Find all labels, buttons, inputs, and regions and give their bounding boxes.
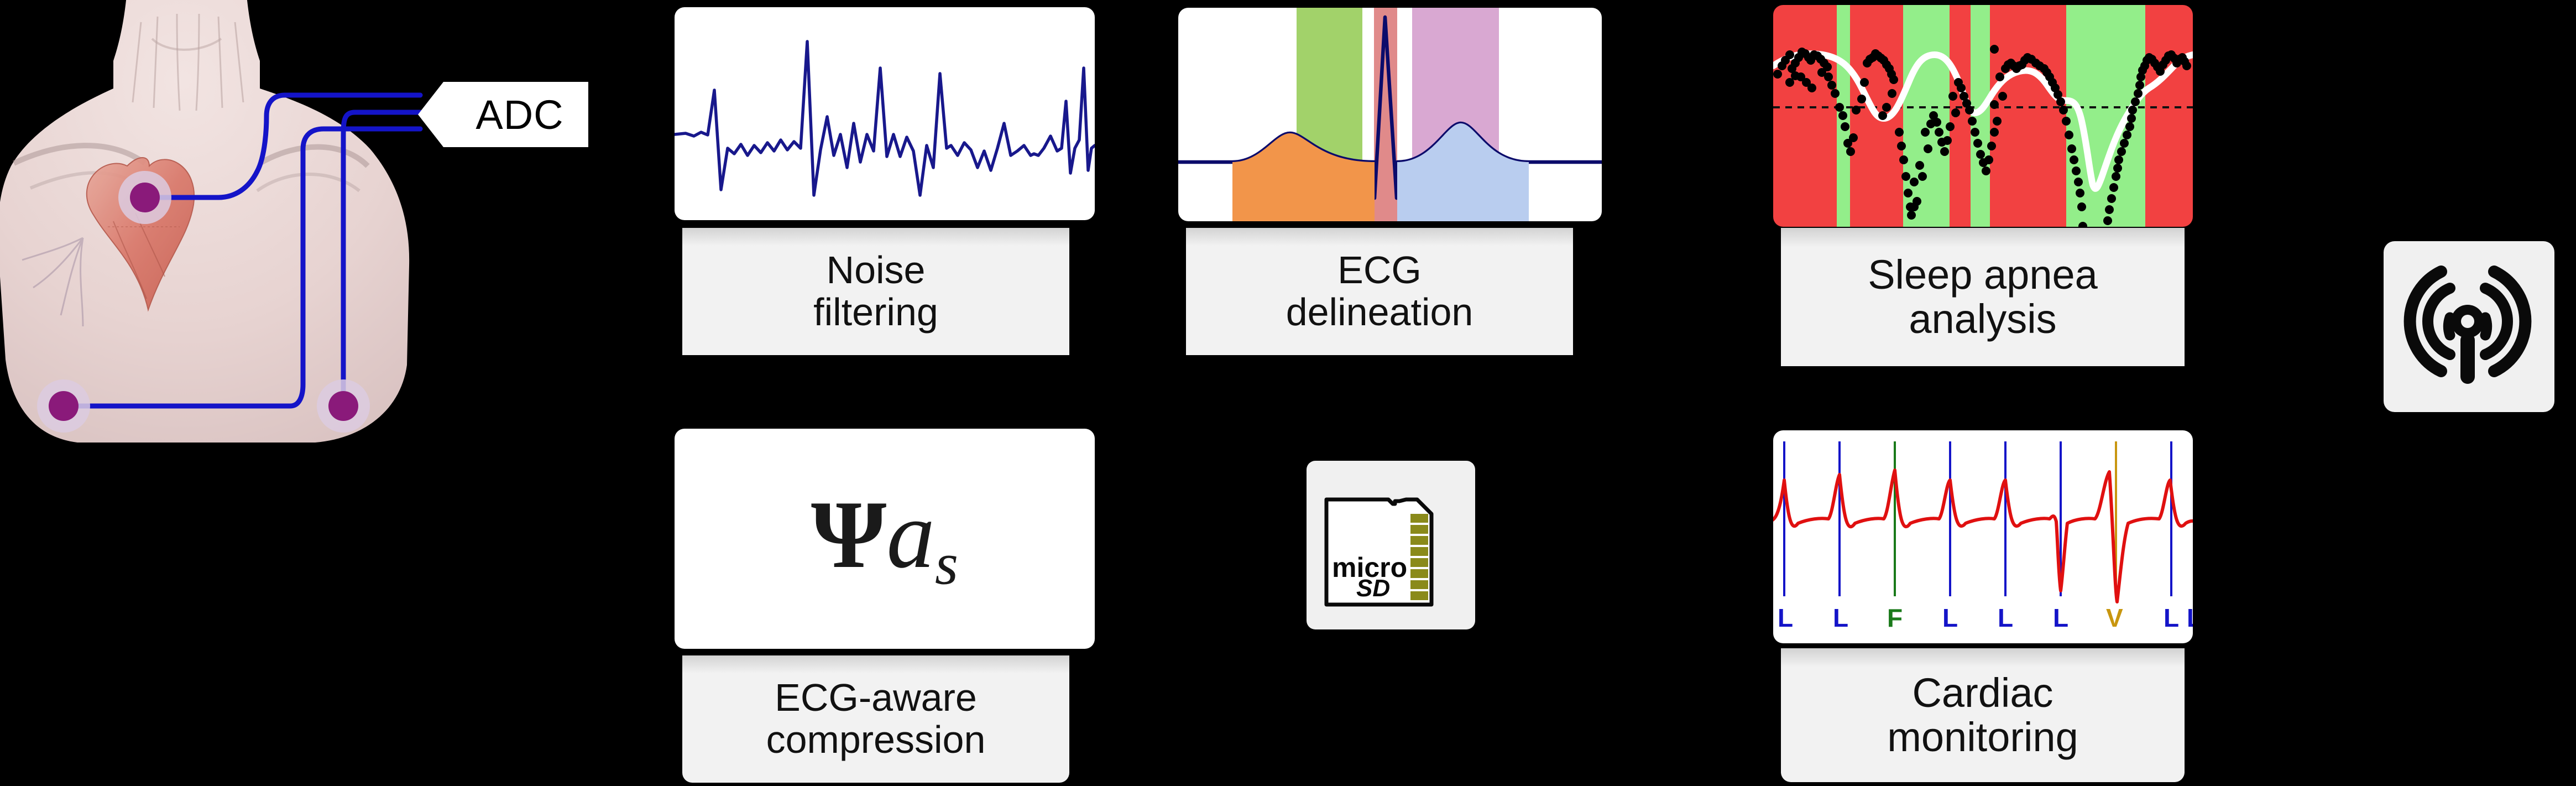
- svg-text:L: L: [1942, 603, 1958, 632]
- svg-text:L: L: [1833, 603, 1848, 632]
- svg-text:L: L: [2164, 603, 2179, 632]
- svg-text:V: V: [2106, 603, 2123, 632]
- svg-text:L: L: [1778, 603, 1793, 632]
- svg-text:L: L: [2053, 603, 2068, 632]
- svg-text:L: L: [1998, 603, 2013, 632]
- svg-text:F: F: [1887, 603, 1903, 632]
- svg-text:L: L: [2187, 603, 2193, 632]
- svg-text:SD: SD: [1356, 575, 1390, 602]
